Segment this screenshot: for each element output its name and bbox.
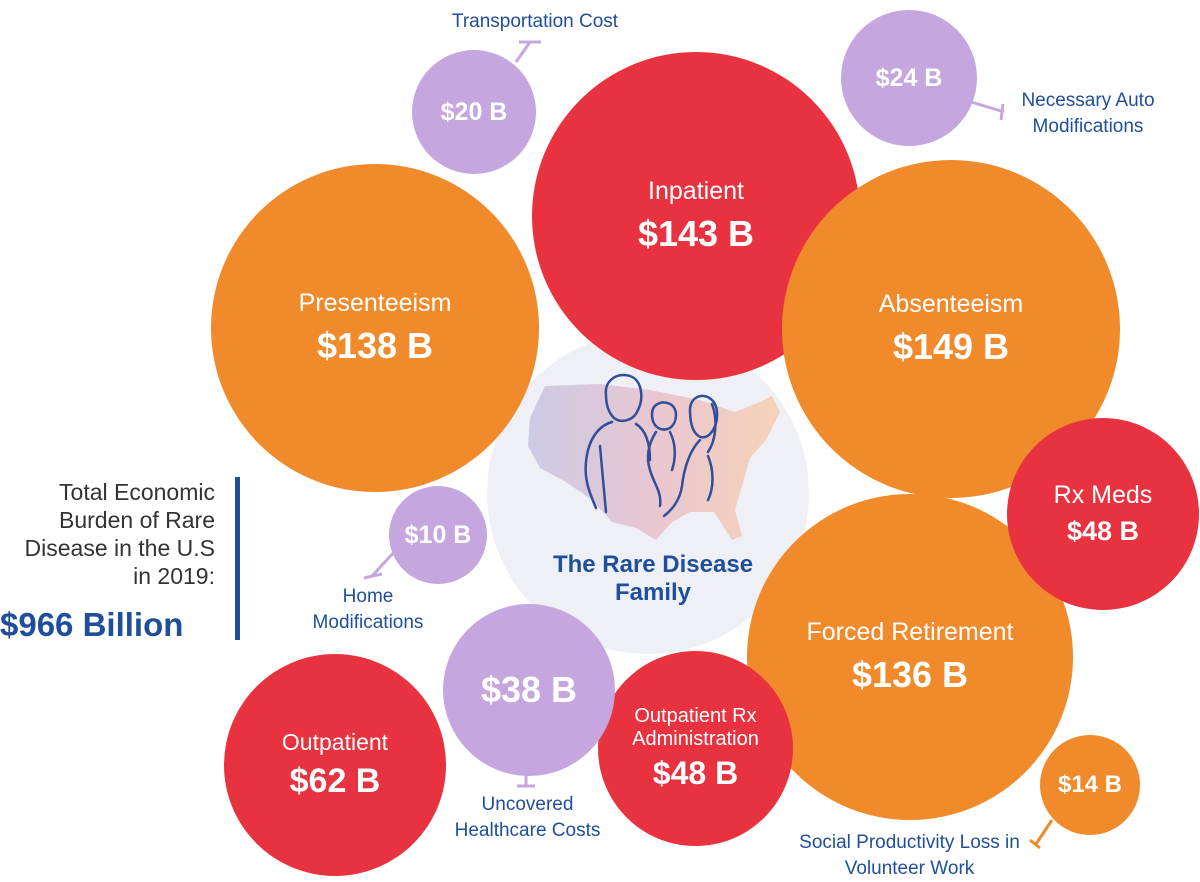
auto-mods-callout: Necessary Auto Modifications bbox=[1021, 90, 1155, 137]
presenteeism-bubble: Presenteeism $138 B bbox=[211, 164, 539, 492]
inpatient-value: $143 B bbox=[637, 213, 755, 255]
absenteeism-label: Absenteeism bbox=[878, 289, 1024, 318]
rx-meds-label: Rx Meds bbox=[1053, 481, 1153, 510]
absenteeism-value: $149 B bbox=[892, 326, 1010, 368]
outpatient-rx-label: Outpatient Rx Administration bbox=[632, 705, 759, 750]
uncovered-value: $38 B bbox=[480, 669, 578, 710]
rx-meds-bubble: Rx Meds $48 B bbox=[1007, 418, 1199, 610]
total-burden-value: $966 Billion bbox=[0, 606, 184, 643]
inpatient-label: Inpatient bbox=[648, 176, 744, 205]
volunteer-value: $14 B bbox=[1057, 771, 1123, 798]
auto-mods-bubble: $24 B bbox=[841, 10, 977, 146]
rx-meds-value: $48 B bbox=[1066, 515, 1140, 546]
forced-retirement-label: Forced Retirement bbox=[806, 617, 1014, 646]
volunteer-callout: Social Productivity Loss in Volunteer Wo… bbox=[799, 832, 1020, 879]
inpatient-bubble: Inpatient $143 B bbox=[532, 52, 860, 380]
home-mods-callout: Home Modifications bbox=[312, 586, 424, 633]
transportation-bubble: $20 B bbox=[412, 50, 536, 174]
total-burden-label: Total Economic Burden of Rare Disease in… bbox=[24, 479, 215, 589]
outpatient-rx-bubble: Outpatient Rx Administration $48 B bbox=[598, 651, 793, 846]
outpatient-label: Outpatient bbox=[281, 729, 389, 756]
home-mods-bubble: $10 B bbox=[389, 486, 487, 584]
outpatient-rx-value: $48 B bbox=[652, 755, 739, 791]
auto-mods-value: $24 B bbox=[875, 63, 943, 92]
home-mods-value: $10 B bbox=[404, 520, 472, 549]
transportation-callout: Transportation Cost bbox=[451, 11, 619, 32]
outpatient-value: $62 B bbox=[289, 761, 381, 800]
uncovered-bubble: $38 B bbox=[443, 604, 615, 776]
center-title: The Rare Disease Family bbox=[552, 551, 754, 606]
volunteer-bubble: $14 B bbox=[1040, 735, 1140, 835]
forced-retirement-value: $136 B bbox=[851, 654, 969, 696]
uncovered-callout: Uncovered Healthcare Costs bbox=[454, 794, 601, 841]
total-divider bbox=[235, 477, 240, 640]
presenteeism-label: Presenteeism bbox=[298, 288, 452, 317]
outpatient-bubble: Outpatient $62 B bbox=[224, 654, 446, 876]
presenteeism-value: $138 B bbox=[316, 325, 434, 367]
transportation-value: $20 B bbox=[440, 97, 508, 126]
